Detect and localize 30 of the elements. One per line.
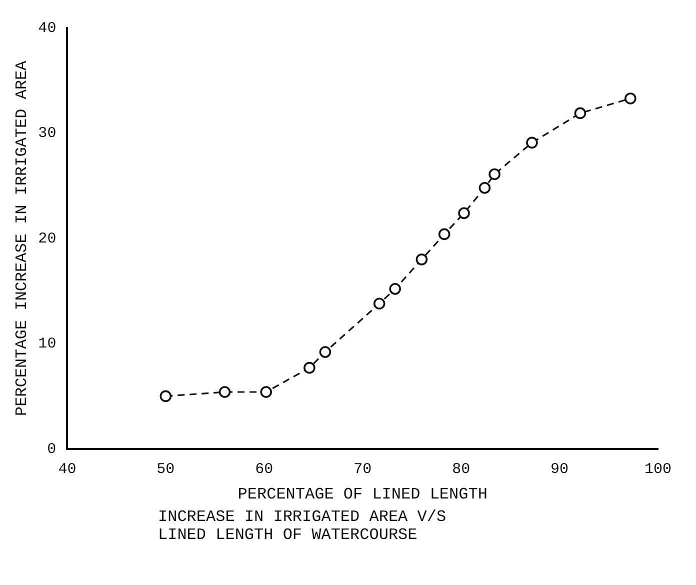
point [218,386,231,398]
point [458,207,470,220]
point [526,136,538,149]
point [319,346,332,358]
y-tick-label: 30 [38,125,56,142]
y-tick-label: 10 [38,336,56,353]
x-tick-label: 40 [58,460,76,478]
point [389,282,401,295]
point [624,92,636,104]
x-tick-label: 70 [354,460,372,478]
point [416,254,428,266]
text: INCREASE IN IRRIGATED AREA V/S LINED LENGTH OF WATERCOURSE [157,508,448,544]
x-tick-label: 100 [644,460,672,478]
point [478,182,491,194]
y-tick-label: 0 [47,440,56,458]
point [574,107,586,120]
x-tick-label: 80 [452,460,470,478]
x-tick-label: 60 [255,460,274,478]
point [304,362,316,374]
point [160,390,172,402]
point [373,298,386,310]
point [438,228,450,240]
point [488,168,500,180]
x-tick-label: 50 [156,460,175,478]
x-axis-title: PERCENTAGE OF LINED LENGTH [238,486,488,504]
y-tick-label: 40 [38,20,56,37]
point [260,386,272,398]
x-tick-label: 90 [550,460,569,478]
y-tick-label: 20 [38,230,56,248]
y-axis-title: PERCENTAGE INCREASE IN IRRIGATED AREA [12,60,31,416]
